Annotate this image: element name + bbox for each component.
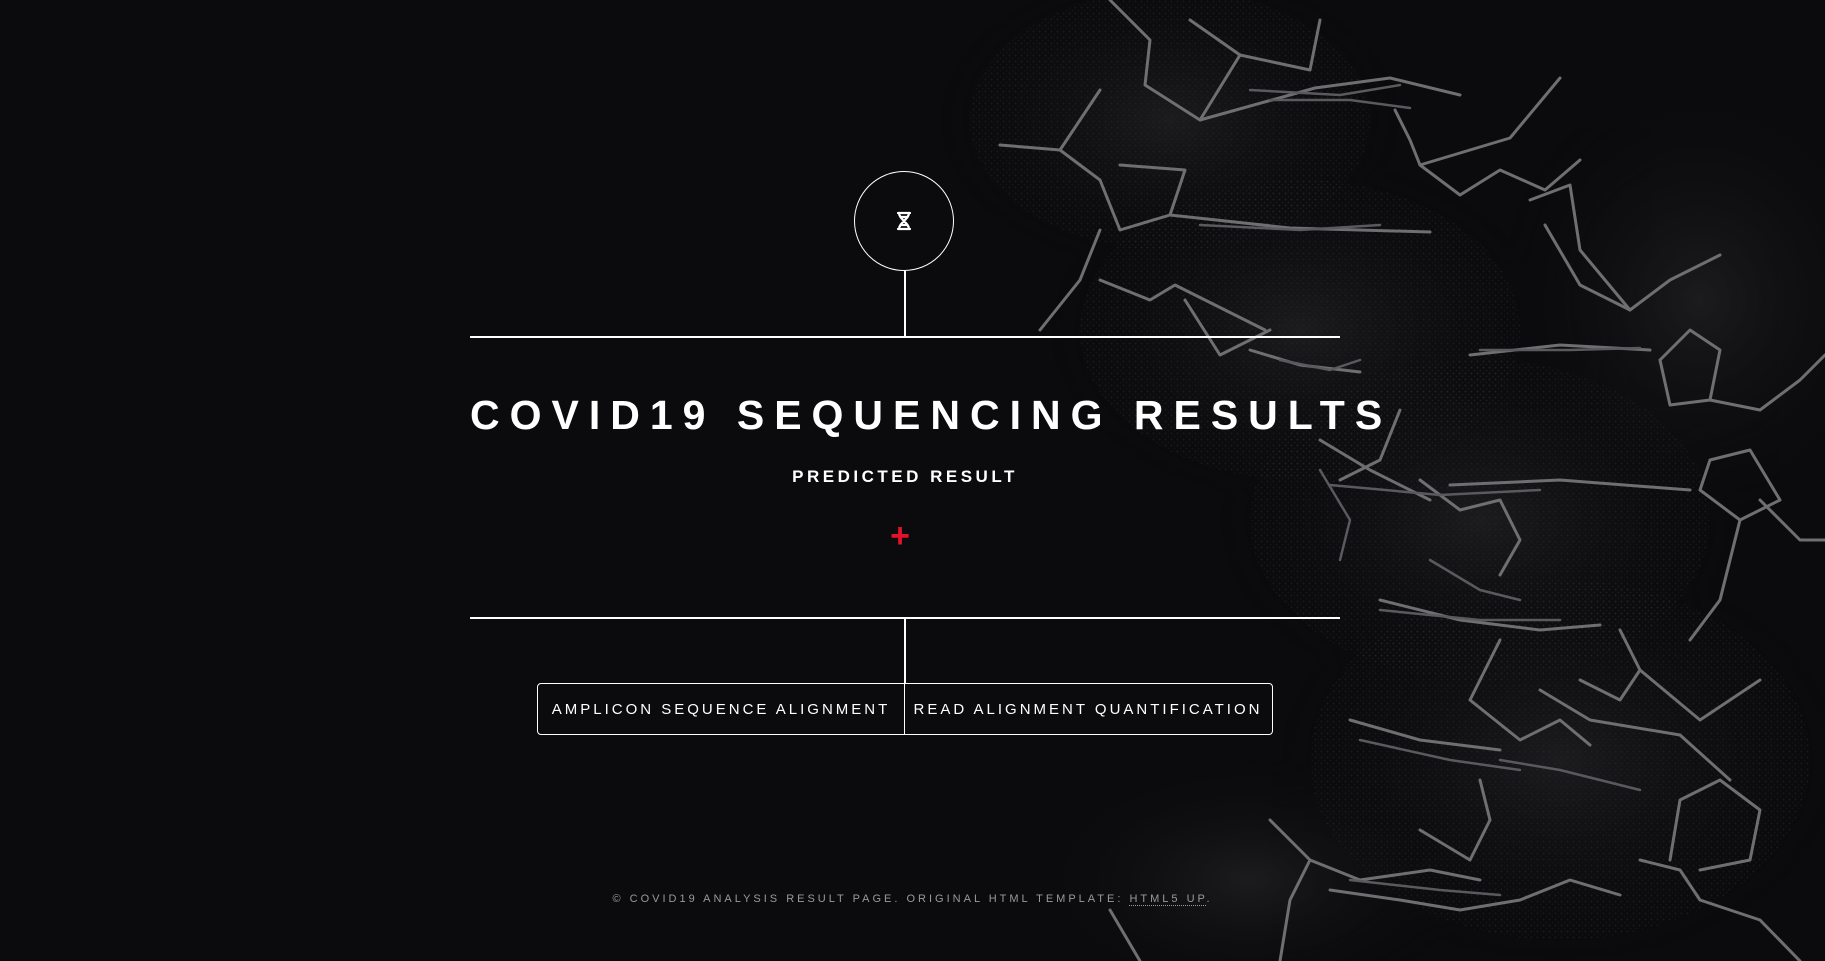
page-subtitle: PREDICTED RESULT <box>792 467 1018 486</box>
main-nav: AMPLICON SEQUENCE ALIGNMENT READ ALIGNME… <box>537 683 1273 735</box>
divider-bottom <box>470 617 1340 619</box>
footer-suffix: . <box>1206 893 1213 905</box>
connector-line-bottom <box>904 618 906 684</box>
nav-item-read-alignment-quantification[interactable]: READ ALIGNMENT QUANTIFICATION <box>913 700 1263 718</box>
predicted-result-value: + <box>890 517 910 555</box>
logo-circle <box>854 171 954 271</box>
nav-item-amplicon-sequence-alignment[interactable]: AMPLICON SEQUENCE ALIGNMENT <box>538 684 905 734</box>
footer-copyright: © COVID19 ANALYSIS RESULT PAGE. ORIGINAL… <box>0 893 1825 906</box>
divider-top <box>470 336 1340 338</box>
dna-icon <box>896 211 912 231</box>
footer-link-html5up[interactable]: HTML5 UP <box>1129 893 1207 906</box>
page-title: COVID19 SEQUENCING RESULTS <box>470 392 1393 438</box>
footer-text: © COVID19 ANALYSIS RESULT PAGE. ORIGINAL… <box>612 893 1130 905</box>
connector-line-top <box>904 271 906 337</box>
